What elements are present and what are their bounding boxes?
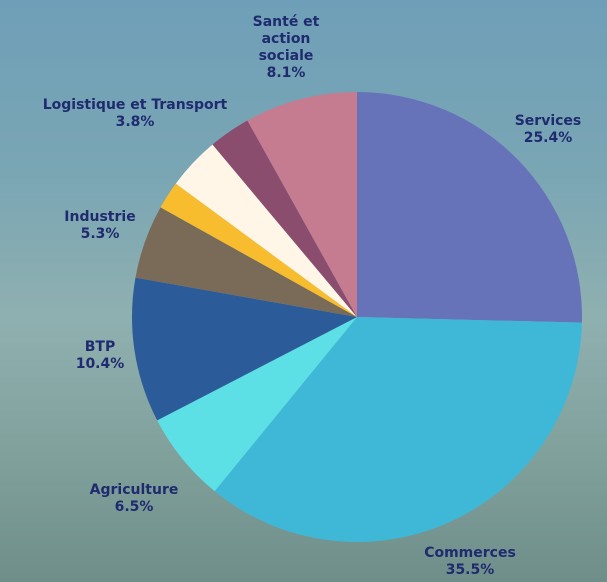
value-label: 35.5% — [445, 562, 495, 578]
value-label: 8.1% — [266, 65, 306, 81]
pie-slice — [157, 317, 357, 492]
pie-slice — [357, 92, 582, 323]
value-label: 10.4% — [75, 356, 125, 372]
value-label: 3.8% — [115, 114, 155, 130]
pie-slice — [214, 317, 582, 543]
pie-slice — [160, 183, 357, 317]
pie-slice — [132, 277, 357, 421]
pie-slice — [135, 207, 357, 317]
slice-label: Industrie 5.3% — [45, 209, 155, 243]
slice-label: Agriculture 6.5% — [64, 482, 204, 516]
value-label: 25.4% — [523, 130, 573, 146]
pie-slice — [175, 144, 357, 317]
category-label: Commerces — [424, 545, 516, 561]
slice-label: Logistique et Transport 3.8% — [5, 97, 265, 131]
category-label: Santé et action sociale — [252, 14, 320, 64]
pie-slice — [212, 120, 357, 317]
value-label: 5.3% — [80, 226, 120, 242]
category-label: Agriculture — [89, 482, 179, 498]
slice-label: Santé et action sociale 8.1% — [241, 14, 331, 82]
slice-label: Services 25.4% — [488, 113, 607, 147]
value-label: 6.5% — [114, 499, 154, 515]
category-label: Services — [514, 113, 582, 129]
category-label: Logistique et Transport — [42, 97, 228, 113]
category-label: Industrie — [64, 209, 136, 225]
category-label: BTP — [84, 339, 116, 355]
slice-label: Commerces 35.5% — [400, 545, 540, 579]
slice-label: BTP 10.4% — [50, 339, 150, 373]
pie-slice — [247, 92, 357, 317]
